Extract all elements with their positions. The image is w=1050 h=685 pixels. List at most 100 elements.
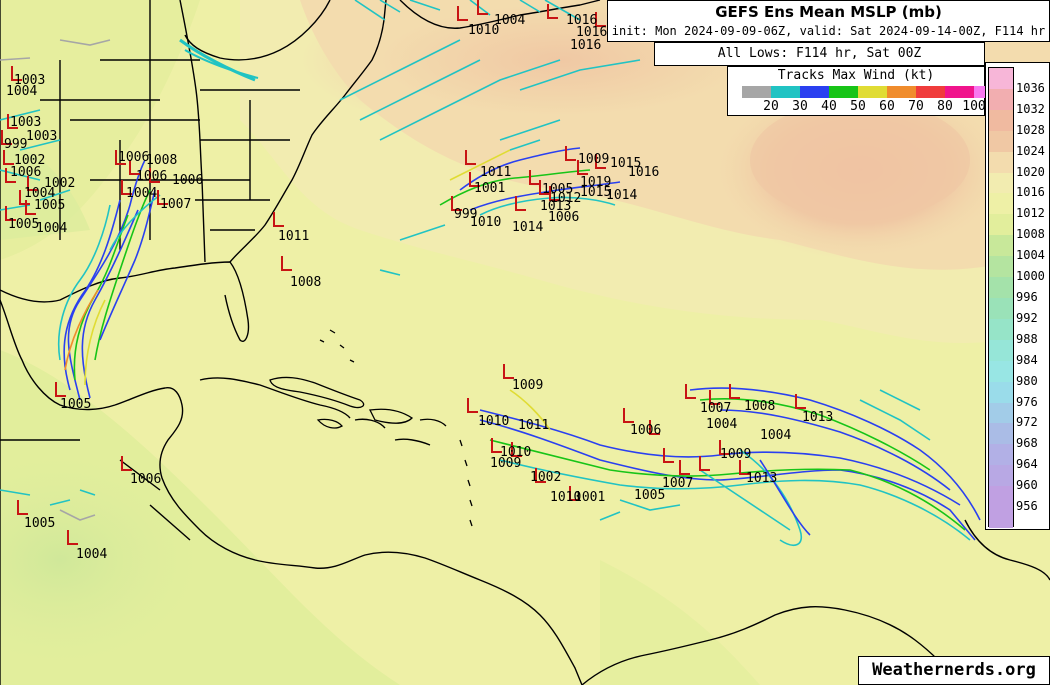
low-pressure-label: 1004 bbox=[24, 186, 55, 201]
colorbar-swatch bbox=[989, 318, 1013, 340]
legend-label: 50 bbox=[850, 99, 866, 114]
low-pressure-label: 1004 bbox=[760, 428, 791, 443]
low-pressure-label: 1001 bbox=[474, 181, 505, 196]
low-pressure-label: 1005 bbox=[60, 397, 91, 412]
low-pressure-label: 1010 bbox=[500, 445, 531, 460]
low-pressure-label: 1006 bbox=[118, 150, 149, 165]
legend-label: 20 bbox=[763, 99, 779, 114]
low-pressure-label: 1004 bbox=[76, 547, 107, 562]
low-pressure-label: 1005 bbox=[634, 488, 665, 503]
low-pressure-label: 1002 bbox=[14, 153, 45, 168]
colorbar-swatch bbox=[989, 507, 1013, 528]
colorbar-swatch bbox=[989, 277, 1013, 298]
wind-legend: Tracks Max Wind (kt) 20 30 40 50 60 70 80 100 bbox=[727, 66, 1003, 116]
colorbar-swatch bbox=[989, 402, 1013, 424]
low-pressure-label: 1003 bbox=[26, 129, 57, 144]
colorbar-label: 1032 bbox=[1016, 101, 1045, 116]
islands bbox=[269, 329, 473, 527]
legend-swatch bbox=[742, 86, 771, 98]
low-pressure-label: 1011 bbox=[518, 418, 549, 433]
colorbar-label: 972 bbox=[1016, 415, 1038, 430]
colorbar-labels: 1036 1032 1028 1024 1020 1016 1012 1008 1004 1000… bbox=[1016, 67, 1050, 527]
low-pressure-label: 1007 bbox=[700, 401, 731, 416]
colorbar-swatch bbox=[989, 151, 1013, 173]
colorbar-label: 980 bbox=[1016, 373, 1038, 388]
legend-labels: 20 30 40 50 60 70 80 100 bbox=[742, 99, 986, 115]
low-pressure-label: 1014 bbox=[606, 188, 637, 203]
colorbar-swatch bbox=[989, 465, 1013, 487]
colorbar-label: 1016 bbox=[1016, 185, 1045, 200]
colorbar-label: 992 bbox=[1016, 310, 1038, 325]
low-pressure-label: 1008 bbox=[744, 399, 775, 414]
colorbar-label: 976 bbox=[1016, 394, 1038, 409]
colorbar-swatch bbox=[989, 214, 1013, 236]
colorbar-swatch bbox=[989, 68, 1013, 89]
colorbar-label: 1036 bbox=[1016, 80, 1045, 95]
low-pressure-label: 1002 bbox=[530, 470, 561, 485]
colorbar-swatch bbox=[989, 130, 1013, 152]
low-markers bbox=[1, 0, 806, 545]
legend-swatch bbox=[800, 86, 829, 98]
colorbar-label: 1020 bbox=[1016, 164, 1045, 179]
low-pressure-label: 1013 bbox=[540, 199, 571, 214]
low-pressure-label: 1013 bbox=[746, 471, 777, 486]
low-pressure-label: 1016 bbox=[566, 13, 597, 28]
low-pressure-label: 1009 bbox=[512, 378, 543, 393]
low-pressure-label: 1001 bbox=[574, 490, 605, 505]
low-pressure-label: 1002 bbox=[44, 176, 75, 191]
low-pressure-label: 1016 bbox=[570, 38, 601, 53]
legend-swatch bbox=[887, 86, 916, 98]
legend-label: 70 bbox=[908, 99, 924, 114]
low-labels: 1003100410031003999100210061002100410051… bbox=[4, 13, 833, 562]
legend-label: 40 bbox=[821, 99, 837, 114]
low-pressure-label: 1004 bbox=[36, 221, 67, 236]
legend-swatch bbox=[858, 86, 887, 98]
low-pressure-label: 1010 bbox=[470, 215, 501, 230]
legend-swatch bbox=[829, 86, 858, 98]
colorbar-swatch bbox=[989, 235, 1013, 257]
low-pressure-label: 1005 bbox=[24, 516, 55, 531]
colorbar-swatch bbox=[989, 339, 1013, 361]
low-pressure-label: 1012 bbox=[550, 191, 581, 206]
lows-header: All Lows: F114 hr, Sat 00Z bbox=[654, 42, 985, 66]
colorbar-label: 964 bbox=[1016, 457, 1038, 472]
low-pressure-label: 1016 bbox=[576, 25, 607, 40]
colorbar-label: 1012 bbox=[1016, 206, 1045, 221]
low-pressure-label: 1007 bbox=[160, 197, 191, 212]
low-pressure-label: 1006 bbox=[130, 472, 161, 487]
low-pressure-label: 1016 bbox=[628, 165, 659, 180]
colorbar-strip bbox=[988, 67, 1014, 528]
colorbar-swatch bbox=[989, 109, 1013, 131]
colorbar-label: 1004 bbox=[1016, 248, 1045, 263]
low-pressure-label: 1004 bbox=[6, 84, 37, 99]
low-pressure-label: 1009 bbox=[578, 152, 609, 167]
pressure-colorbar: 1036 1032 1028 1024 1020 1016 1012 1008 1004 1000… bbox=[985, 62, 1050, 530]
low-pressure-label: 1010 bbox=[478, 414, 509, 429]
low-pressure-label: 1009 bbox=[720, 447, 751, 462]
low-pressure-label: 1008 bbox=[290, 275, 321, 290]
colorbar-label: 988 bbox=[1016, 331, 1038, 346]
low-pressure-label: 1014 bbox=[512, 220, 543, 235]
colorbar-swatch bbox=[989, 256, 1013, 278]
colorbar-swatch bbox=[989, 486, 1013, 508]
low-pressure-label: 1019 bbox=[580, 175, 611, 190]
colorbar-swatch bbox=[989, 381, 1013, 403]
legend-label: 80 bbox=[937, 99, 953, 114]
low-pressure-label: 1010 bbox=[550, 490, 581, 505]
colorbar-label: 996 bbox=[1016, 290, 1038, 304]
low-pressure-label: 1008 bbox=[146, 153, 177, 168]
low-pressure-label: 1010 bbox=[468, 23, 499, 38]
low-pressure-label: 1011 bbox=[278, 229, 309, 244]
low-pressure-label: 1004 bbox=[706, 417, 737, 432]
colorbar-label: 984 bbox=[1016, 352, 1038, 367]
low-pressure-label: 1006 bbox=[136, 169, 167, 184]
low-pressure-label: 1004 bbox=[494, 13, 525, 28]
low-pressure-label: 1011 bbox=[480, 165, 511, 180]
low-pressure-label: 1013 bbox=[802, 410, 833, 425]
colorbar-swatch bbox=[989, 444, 1013, 466]
low-pressure-label: 1003 bbox=[14, 73, 45, 88]
colorbar-swatch bbox=[989, 360, 1013, 382]
low-pressure-label: 1006 bbox=[172, 173, 203, 188]
low-pressure-label: 1005 bbox=[8, 217, 39, 232]
